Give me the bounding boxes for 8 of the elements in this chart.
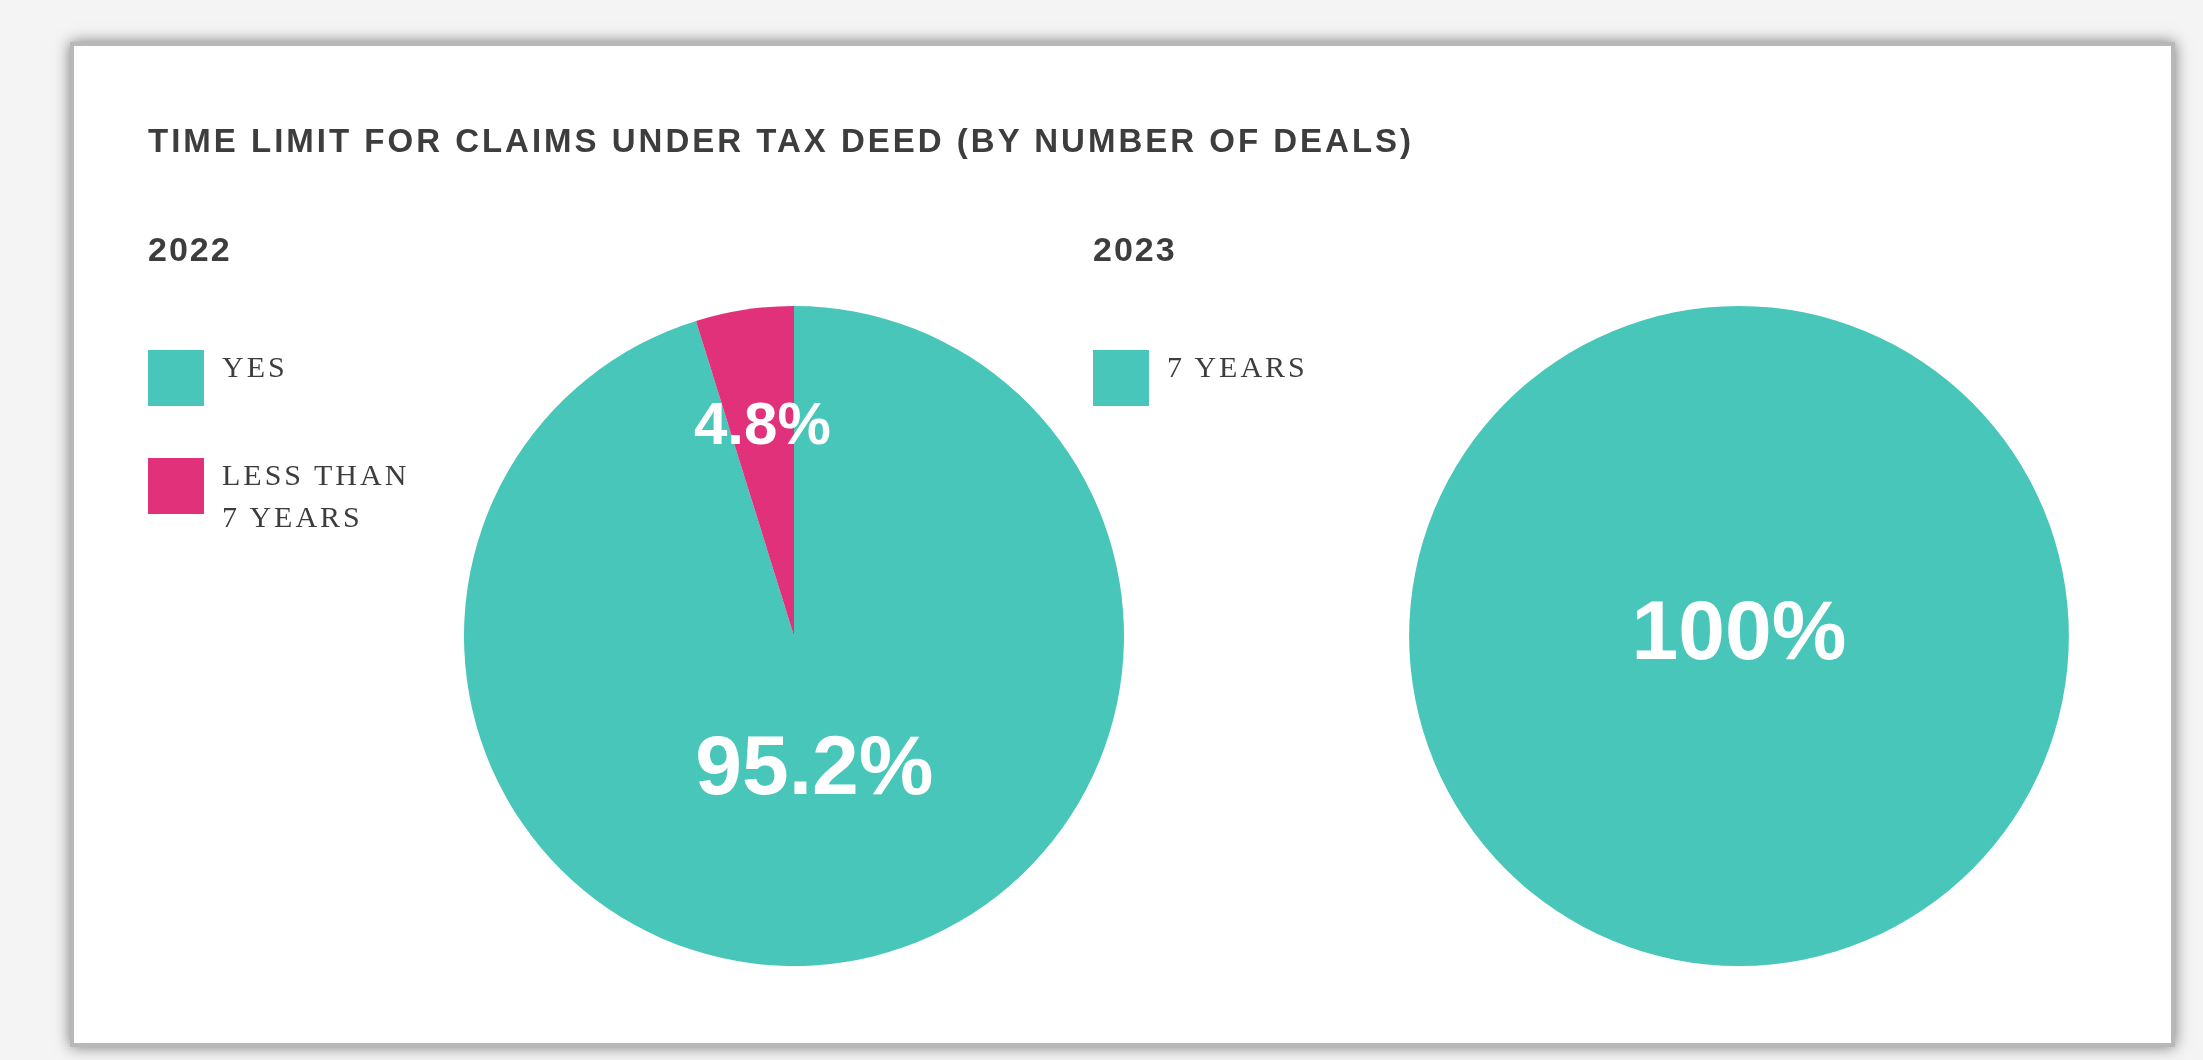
data-label: 100% [1631, 583, 1847, 678]
legend-label: LESS THAN 7 YEARS [222, 457, 411, 535]
chart-subtitle: 2023 [1093, 230, 1177, 269]
legend-label: 7 YEARS [1167, 349, 1308, 385]
chart-subtitle: 2022 [148, 230, 232, 269]
data-label: 95.2% [695, 717, 934, 812]
legend-label: YES [222, 349, 288, 385]
chart-title: TIME LIMIT FOR CLAIMS UNDER TAX DEED (BY NUMBER OF DEALS) [148, 122, 1415, 160]
